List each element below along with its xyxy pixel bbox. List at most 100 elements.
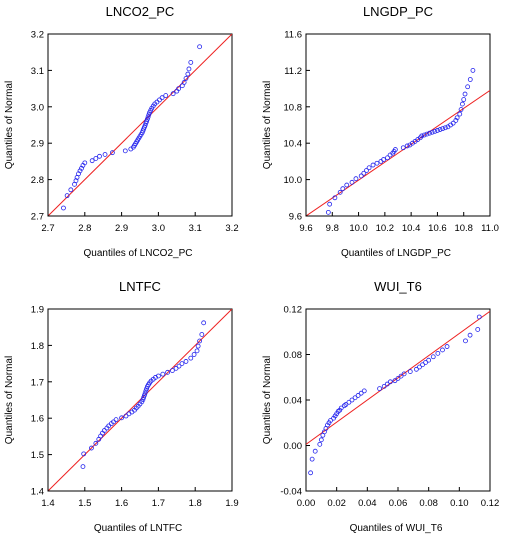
data-point xyxy=(93,440,99,446)
data-point xyxy=(159,95,165,101)
y-tick-label: 2.7 xyxy=(31,212,44,223)
x-axis-label: Quantiles of LNTFC xyxy=(94,523,182,534)
data-point xyxy=(358,173,364,179)
data-point xyxy=(325,209,331,215)
y-tick-label: 0.08 xyxy=(284,350,303,361)
x-tick-label: 0.10 xyxy=(450,498,469,509)
y-tick-label: 1.8 xyxy=(31,341,44,352)
y-tick-label: -0.04 xyxy=(280,487,302,498)
data-point xyxy=(424,131,430,137)
data-point xyxy=(413,366,419,372)
plot-frame xyxy=(305,308,491,492)
data-point xyxy=(467,332,473,338)
data-point xyxy=(181,80,187,85)
data-point xyxy=(358,390,364,396)
x-tick-label: 3.1 xyxy=(189,223,202,234)
plot-frame xyxy=(47,33,233,217)
data-point xyxy=(430,354,436,360)
data-point xyxy=(142,122,148,128)
data-point xyxy=(312,448,318,454)
data-point xyxy=(467,77,473,82)
y-tick-label: 10.0 xyxy=(284,175,303,186)
data-point xyxy=(194,348,200,354)
data-point xyxy=(119,415,124,421)
data-point xyxy=(453,118,459,123)
x-axis-label: Quantiles of WUI_T6 xyxy=(350,523,443,534)
y-tick-label: 1.4 xyxy=(31,487,44,498)
data-point xyxy=(392,147,398,152)
data-point xyxy=(170,91,176,97)
data-point xyxy=(338,405,344,411)
data-point xyxy=(185,71,191,77)
data-point xyxy=(141,395,147,400)
data-point xyxy=(377,386,382,392)
y-tick-label: 1.7 xyxy=(31,377,44,388)
data-point xyxy=(308,470,313,476)
data-point xyxy=(68,187,74,193)
data-point xyxy=(400,145,406,151)
data-point xyxy=(444,344,450,349)
data-point xyxy=(475,327,481,332)
data-point xyxy=(160,371,166,377)
data-point xyxy=(421,132,427,138)
data-point xyxy=(165,369,171,375)
x-tick-label: 10.6 xyxy=(428,223,447,234)
data-point xyxy=(459,101,465,107)
data-point xyxy=(435,128,440,133)
data-point xyxy=(457,111,463,117)
y-tick-label: 10.8 xyxy=(284,102,303,113)
data-point xyxy=(392,378,398,384)
x-tick-label: 1.5 xyxy=(78,498,91,509)
data-point xyxy=(353,176,359,182)
data-point xyxy=(89,445,94,451)
x-tick-label: 11.0 xyxy=(481,223,499,234)
data-point xyxy=(349,179,355,185)
data-point xyxy=(61,205,66,211)
x-tick-label: 1.8 xyxy=(189,498,202,509)
data-point xyxy=(199,332,205,337)
qq-chart-svg: LNGDP_PC 9.6 9.8 10.0 10.2 10.4 10.6 10.8 11.0 9.… xyxy=(262,4,499,259)
y-tick-label: 11.2 xyxy=(284,66,302,77)
data-point xyxy=(197,44,203,50)
x-tick-label: 9.8 xyxy=(326,223,339,234)
data-point xyxy=(73,178,79,184)
data-point xyxy=(337,189,343,195)
data-point xyxy=(340,186,346,192)
y-tick-label: 10.4 xyxy=(284,139,303,150)
x-tick-label: 1.6 xyxy=(115,498,128,509)
data-point xyxy=(201,320,207,326)
data-point xyxy=(420,362,425,368)
data-point xyxy=(93,156,99,161)
data-point xyxy=(163,93,169,98)
x-tick-label: 10.4 xyxy=(402,223,421,234)
qq-panel-lntfc: LNTFC 1.4 1.5 1.6 1.7 1.8 1.9 1.4 1.5 1.6 1.7 1.8 1.… xyxy=(0,275,257,550)
data-point xyxy=(435,350,441,356)
x-tick-label: 9.6 xyxy=(299,223,312,234)
data-point xyxy=(179,361,185,366)
data-point xyxy=(102,152,108,157)
data-point xyxy=(145,114,151,120)
plot-frame xyxy=(305,33,491,217)
x-tick-label: 0.00 xyxy=(297,498,316,509)
chart-title: LNTFC xyxy=(119,279,161,294)
data-point xyxy=(364,168,369,173)
qq-panel-wui-t6: WUI_T6 0.00 0.02 0.04 0.06 0.08 0.10 0.12 -0.04 0… xyxy=(258,275,515,550)
x-tick-label: 1.9 xyxy=(225,498,238,509)
y-tick-label: 1.9 xyxy=(31,305,44,316)
plot-frame xyxy=(47,308,233,492)
x-tick-label: 1.4 xyxy=(41,498,54,509)
data-point xyxy=(318,437,324,443)
data-point xyxy=(370,162,376,168)
data-point xyxy=(384,381,390,387)
y-tick-label: 1.5 xyxy=(31,450,44,461)
y-tick-label: 0.04 xyxy=(284,396,303,407)
y-axis-label: Quantiles of Normal xyxy=(262,356,273,444)
data-point xyxy=(183,359,189,364)
chart-title: WUI_T6 xyxy=(374,279,422,294)
data-point xyxy=(461,97,467,102)
y-tick-label: 3.1 xyxy=(31,66,44,77)
data-point xyxy=(343,402,349,407)
x-tick-label: 0.04 xyxy=(358,498,377,509)
x-tick-label: 2.9 xyxy=(115,223,128,234)
data-point xyxy=(442,125,448,131)
